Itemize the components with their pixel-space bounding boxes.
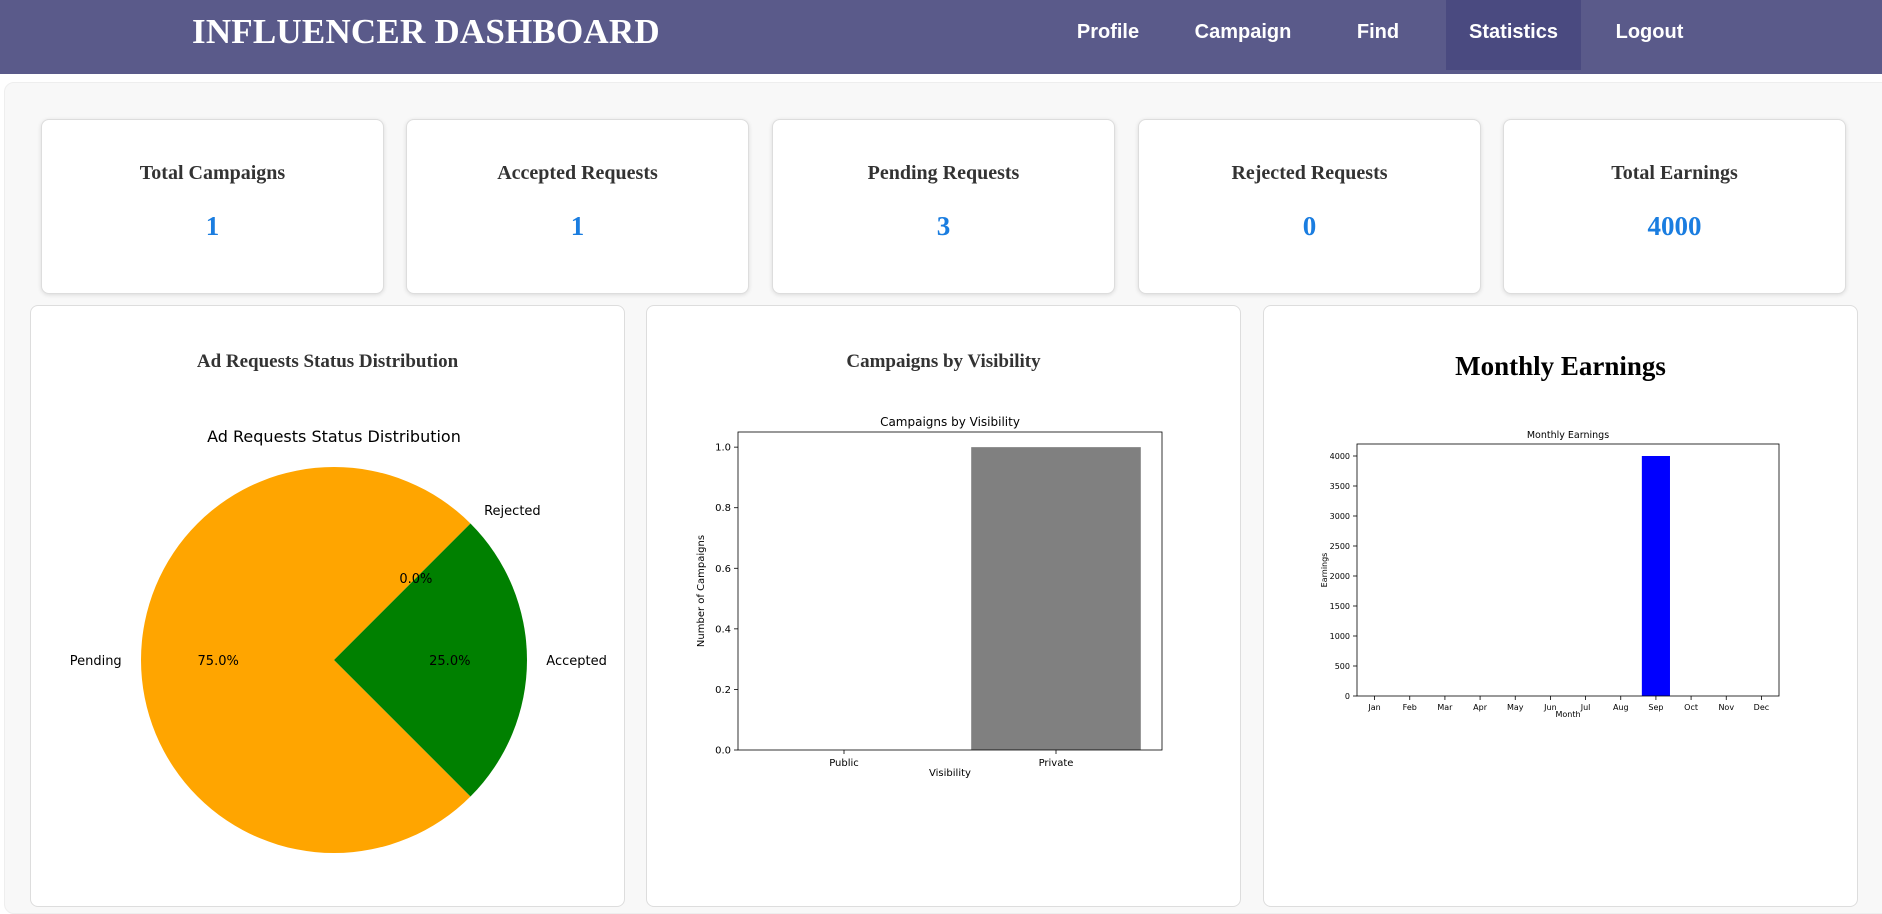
y-tick-label: 0 (1345, 692, 1350, 701)
stat-value: 3 (936, 211, 951, 241)
stat-value: 0 (1302, 211, 1317, 241)
y-tick-label: 1500 (1330, 602, 1350, 611)
y-tick-label: 0.2 (715, 685, 731, 696)
nav-statistics[interactable]: Statistics (1446, 0, 1581, 70)
chart-card-ad-requests: Ad Requests Status Distribution Ad Reque… (30, 305, 625, 907)
pie-chart-title: Ad Requests Status Distribution (207, 427, 461, 446)
chart-card-monthly-earnings: Monthly Earnings Monthly Earnings 0 500 100… (1263, 305, 1858, 907)
bar-sep (1641, 456, 1670, 696)
x-tick-label: Mar (1437, 703, 1453, 712)
x-tick-label: Public (829, 758, 859, 769)
y-tick-label: 0.6 (715, 564, 731, 575)
pie-pct-accepted: 25.0% (429, 654, 470, 669)
stat-card-total-campaigns: Total Campaigns 1 (41, 119, 384, 294)
plot-frame (1356, 443, 1780, 697)
x-tick-label: Oct (1684, 703, 1698, 712)
nav-find[interactable]: Find (1356, 21, 1400, 43)
nav-logout[interactable]: Logout (1615, 21, 1684, 43)
y-tick-label: 3500 (1330, 482, 1350, 491)
visibility-bar-chart: Campaigns by Visibility 0.0 0.2 0.4 0.6 0.8 1.… (696, 415, 1163, 779)
stat-title: Total Earnings (1611, 162, 1738, 184)
y-axis-label: Number of Campaigns (696, 535, 707, 647)
x-tick-label: Aug (1613, 703, 1629, 712)
x-tick-label: Sep (1648, 703, 1663, 712)
y-tick-label: 1000 (1330, 632, 1350, 641)
y-tick-label: 2500 (1330, 542, 1350, 551)
y-tick-label: 0.0 (715, 746, 731, 757)
pie-slice-accepted (334, 523, 527, 797)
y-tick-label: 500 (1335, 662, 1350, 671)
y-axis-label: Earnings (1320, 553, 1329, 588)
x-axis-label: Visibility (929, 768, 971, 779)
x-tick-label: Private (1039, 758, 1074, 769)
stat-value: 1 (570, 211, 585, 241)
brand-title: INFLUENCER DASHBOARD (192, 12, 660, 51)
pie-pct-pending: 75.0% (198, 654, 239, 669)
nav-campaign[interactable]: Campaign (1194, 21, 1292, 43)
x-tick-label: Dec (1754, 703, 1769, 712)
y-tick-label: 0.8 (715, 503, 731, 514)
x-axis-label: Month (1555, 710, 1580, 719)
y-tick-label: 1.0 (715, 443, 731, 454)
x-tick-label: Nov (1718, 703, 1734, 712)
stat-card-total-earnings: Total Earnings 4000 (1503, 119, 1846, 294)
stat-card-pending-requests: Pending Requests 3 (772, 119, 1115, 294)
nav-profile[interactable]: Profile (1076, 21, 1140, 43)
pie-slice-pending (141, 467, 471, 853)
stat-value: 4000 (1647, 211, 1702, 241)
stat-value: 1 (205, 211, 220, 241)
x-tick-label: May (1507, 703, 1524, 712)
x-tick-label: Jul (1580, 703, 1591, 712)
navbar: INFLUENCER DASHBOARD Profile Campaign Fi… (0, 0, 1882, 74)
chart-heading: Ad Requests Status Distribution (196, 351, 459, 372)
y-tick-label: 3000 (1330, 512, 1350, 521)
y-tick-label: 2000 (1330, 572, 1350, 581)
chart-heading: Campaigns by Visibility (846, 351, 1041, 372)
pie-label-accepted: Accepted (546, 654, 607, 669)
stat-title: Accepted Requests (497, 162, 658, 184)
pie-chart: Ad Requests Status Distribution Pending 7… (70, 427, 607, 853)
bar-private (971, 447, 1141, 750)
pie-label-pending: Pending (70, 654, 122, 669)
chart-title: Campaigns by Visibility (880, 415, 1020, 429)
stat-card-accepted-requests: Accepted Requests 1 (406, 119, 749, 294)
pie-label-rejected: Rejected (484, 504, 541, 519)
stat-title: Total Campaigns (139, 162, 286, 184)
stat-card-rejected-requests: Rejected Requests 0 (1138, 119, 1481, 294)
chart-heading: Monthly Earnings (1455, 351, 1666, 381)
x-tick-label: Feb (1403, 703, 1417, 712)
plot-frame (737, 431, 1163, 751)
y-tick-label: 0.4 (715, 624, 731, 635)
chart-title: Monthly Earnings (1527, 430, 1609, 441)
pie-pct-rejected: 0.0% (399, 572, 432, 587)
x-tick-label: Jun (1543, 703, 1557, 712)
earnings-bar-chart: Monthly Earnings 0 500 1000 1500 2000 2500 3000… (1320, 430, 1780, 719)
x-tick-label: Apr (1473, 703, 1488, 712)
x-tick-label: Jan (1367, 703, 1380, 712)
stat-title: Pending Requests (867, 162, 1020, 184)
chart-card-visibility: Campaigns by Visibility Campaigns by Vis… (646, 305, 1241, 907)
y-tick-label: 4000 (1330, 452, 1350, 461)
stat-title: Rejected Requests (1231, 162, 1388, 184)
